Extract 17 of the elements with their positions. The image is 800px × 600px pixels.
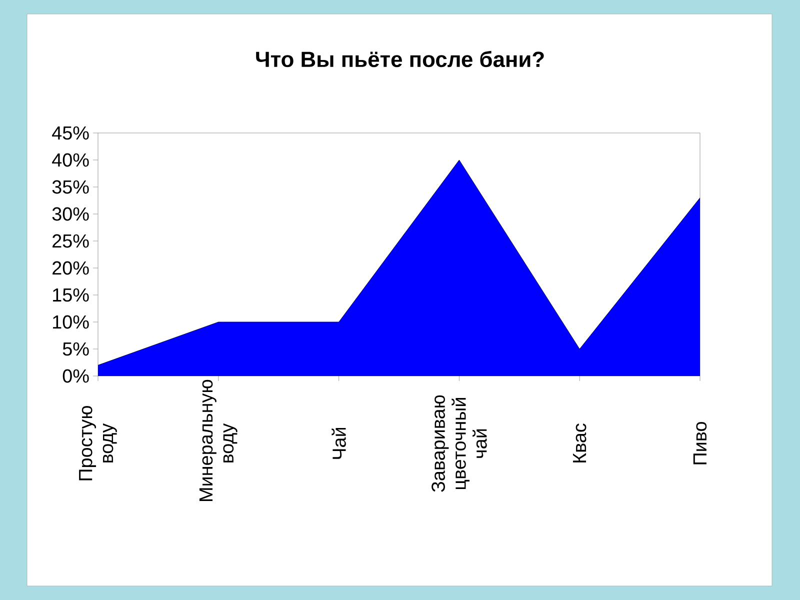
y-tick-label: 25%: [52, 234, 89, 248]
y-tick-label: 20%: [52, 261, 89, 275]
x-tick-label: Квас: [573, 424, 586, 462]
x-tick-label: Пиво: [693, 422, 707, 464]
y-tick-label: 15%: [53, 288, 89, 302]
x-tick-label: Завариваю цветочный чай: [432, 395, 487, 492]
x-tick-label: Простую воду: [79, 406, 117, 480]
y-tick-label: 35%: [52, 180, 89, 194]
chart-title: Что Вы пьёте после бани?: [256, 50, 544, 68]
y-tick-label: 40%: [52, 153, 89, 167]
x-tick-label: Минеральную воду: [199, 380, 238, 501]
y-tick-label: 30%: [52, 207, 89, 221]
y-tick-label: 10%: [53, 315, 89, 329]
x-tick-label: Чай: [332, 428, 346, 459]
y-tick-label: 45%: [52, 126, 89, 140]
y-tick-label: 5%: [62, 342, 89, 356]
y-tick-label: 0%: [62, 369, 89, 383]
